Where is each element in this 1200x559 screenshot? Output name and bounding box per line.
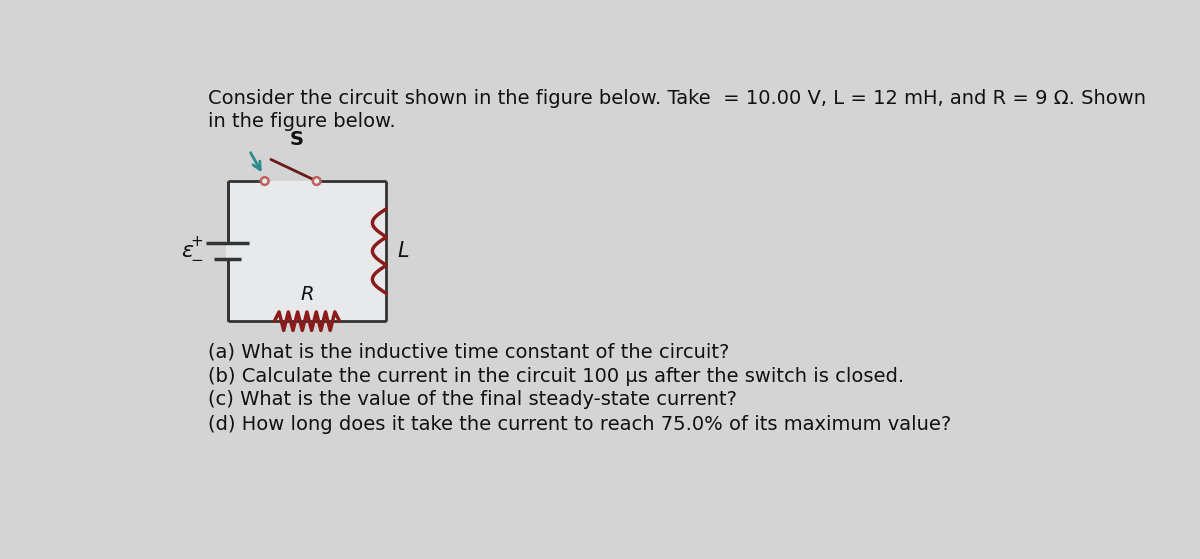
Text: (d) How long does it take the current to reach 75.0% of its maximum value?: (d) How long does it take the current to… bbox=[208, 415, 952, 434]
Text: (b) Calculate the current in the circuit 100 μs after the switch is closed.: (b) Calculate the current in the circuit… bbox=[208, 367, 905, 386]
Text: S: S bbox=[290, 130, 304, 149]
Text: (c) What is the value of the final steady-state current?: (c) What is the value of the final stead… bbox=[208, 391, 737, 410]
Text: −: − bbox=[190, 253, 203, 268]
Text: ε: ε bbox=[181, 241, 193, 261]
FancyBboxPatch shape bbox=[228, 181, 386, 321]
Text: R: R bbox=[300, 285, 313, 304]
Circle shape bbox=[313, 177, 320, 185]
Circle shape bbox=[260, 177, 269, 185]
Text: +: + bbox=[190, 234, 203, 249]
Text: L: L bbox=[397, 241, 409, 261]
Text: Consider the circuit shown in the figure below. Take  = 10.00 V, L = 12 mH, and : Consider the circuit shown in the figure… bbox=[208, 89, 1146, 108]
Text: (a) What is the inductive time constant of the circuit?: (a) What is the inductive time constant … bbox=[208, 343, 730, 362]
Text: in the figure below.: in the figure below. bbox=[208, 112, 396, 131]
